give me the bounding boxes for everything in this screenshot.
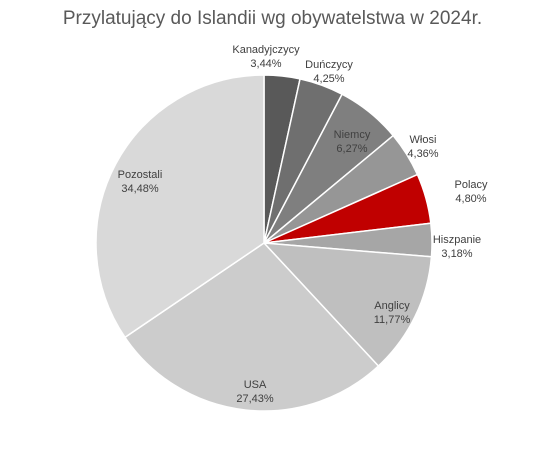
slice-label-value: 6,27% (336, 143, 367, 155)
slice-label-name: Włosi (410, 134, 437, 146)
slice-label-value: 4,36% (407, 148, 438, 160)
slice-label-value: 4,25% (313, 73, 344, 85)
chart-title: Przylatujący do Islandii wg obywatelstwa… (62, 8, 483, 29)
slice-label-value: 3,18% (441, 248, 472, 260)
slice-label-value: 27,43% (236, 393, 274, 405)
slice-label-name: Pozostali (118, 169, 163, 181)
slice-label-value: 4,80% (455, 193, 486, 205)
slice-label-name: Anglicy (374, 300, 410, 312)
slice-label-value: 34,48% (121, 183, 159, 195)
slice-label-name: Polacy (454, 179, 488, 191)
pie-slice-usa (123, 242, 380, 412)
slice-label-name: USA (244, 379, 267, 391)
pie-slice-anglicy (262, 242, 433, 368)
slice-label-value: 11,77% (374, 314, 411, 326)
slice-label-name: Niemcy (334, 129, 371, 141)
slice-label-name: Duńczycy (305, 59, 353, 71)
slice-label-name: Hiszpanie (433, 234, 481, 246)
slice-label-value: 3,44% (250, 58, 281, 70)
pie-slice-pozostali (95, 74, 265, 339)
slice-label-name: Kanadyjczycy (232, 44, 300, 56)
